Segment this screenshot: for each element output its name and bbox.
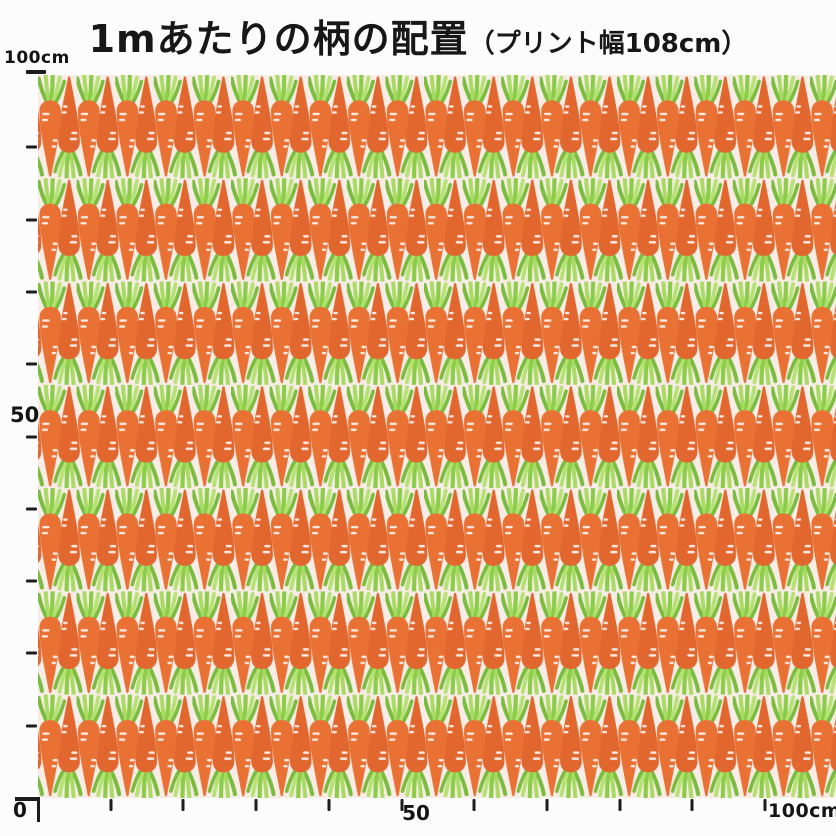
left-ruler-top-label: 100cm <box>4 48 70 68</box>
origin-label: 0 <box>13 798 27 822</box>
left-ruler-mid-label: 50 <box>10 403 40 427</box>
bottom-ruler-tick <box>254 799 258 811</box>
bottom-ruler-tick <box>327 799 331 811</box>
bottom-ruler-tick <box>763 799 767 811</box>
left-ruler-tick <box>26 145 37 149</box>
bottom-ruler-tick <box>618 799 622 811</box>
left-ruler-tick <box>26 435 37 438</box>
page-title: 1mあたりの柄の配置 （プリント幅108cm） <box>0 8 836 61</box>
bottom-ruler-tick <box>472 799 476 811</box>
bottom-ruler-mid-label: 50 <box>402 801 430 825</box>
left-ruler-tick <box>26 507 37 511</box>
bottom-ruler-tick <box>181 799 185 811</box>
left-ruler-tick <box>26 579 37 583</box>
left-ruler-tick <box>26 651 37 655</box>
fabric-swatch <box>38 75 836 798</box>
bottom-ruler-tick <box>400 799 403 811</box>
title-main: 1mあたりの柄の配置 <box>88 17 469 61</box>
bottom-ruler-tick <box>545 799 549 811</box>
left-ruler-tick <box>26 362 37 366</box>
bottom-ruler-tick <box>109 799 113 811</box>
left-ruler-tick <box>26 290 37 294</box>
left-ruler-tick <box>26 724 37 728</box>
bottom-ruler-end-label: 100cm <box>768 800 836 822</box>
left-ruler-100-tick <box>26 70 46 74</box>
origin-corner-mark-vertical <box>36 797 40 822</box>
origin-corner-mark <box>15 797 40 801</box>
left-ruler-tick <box>26 218 37 222</box>
bottom-ruler-tick <box>690 799 694 811</box>
title-sub: （プリント幅108cm） <box>468 29 748 59</box>
carrot-pattern <box>38 75 836 798</box>
